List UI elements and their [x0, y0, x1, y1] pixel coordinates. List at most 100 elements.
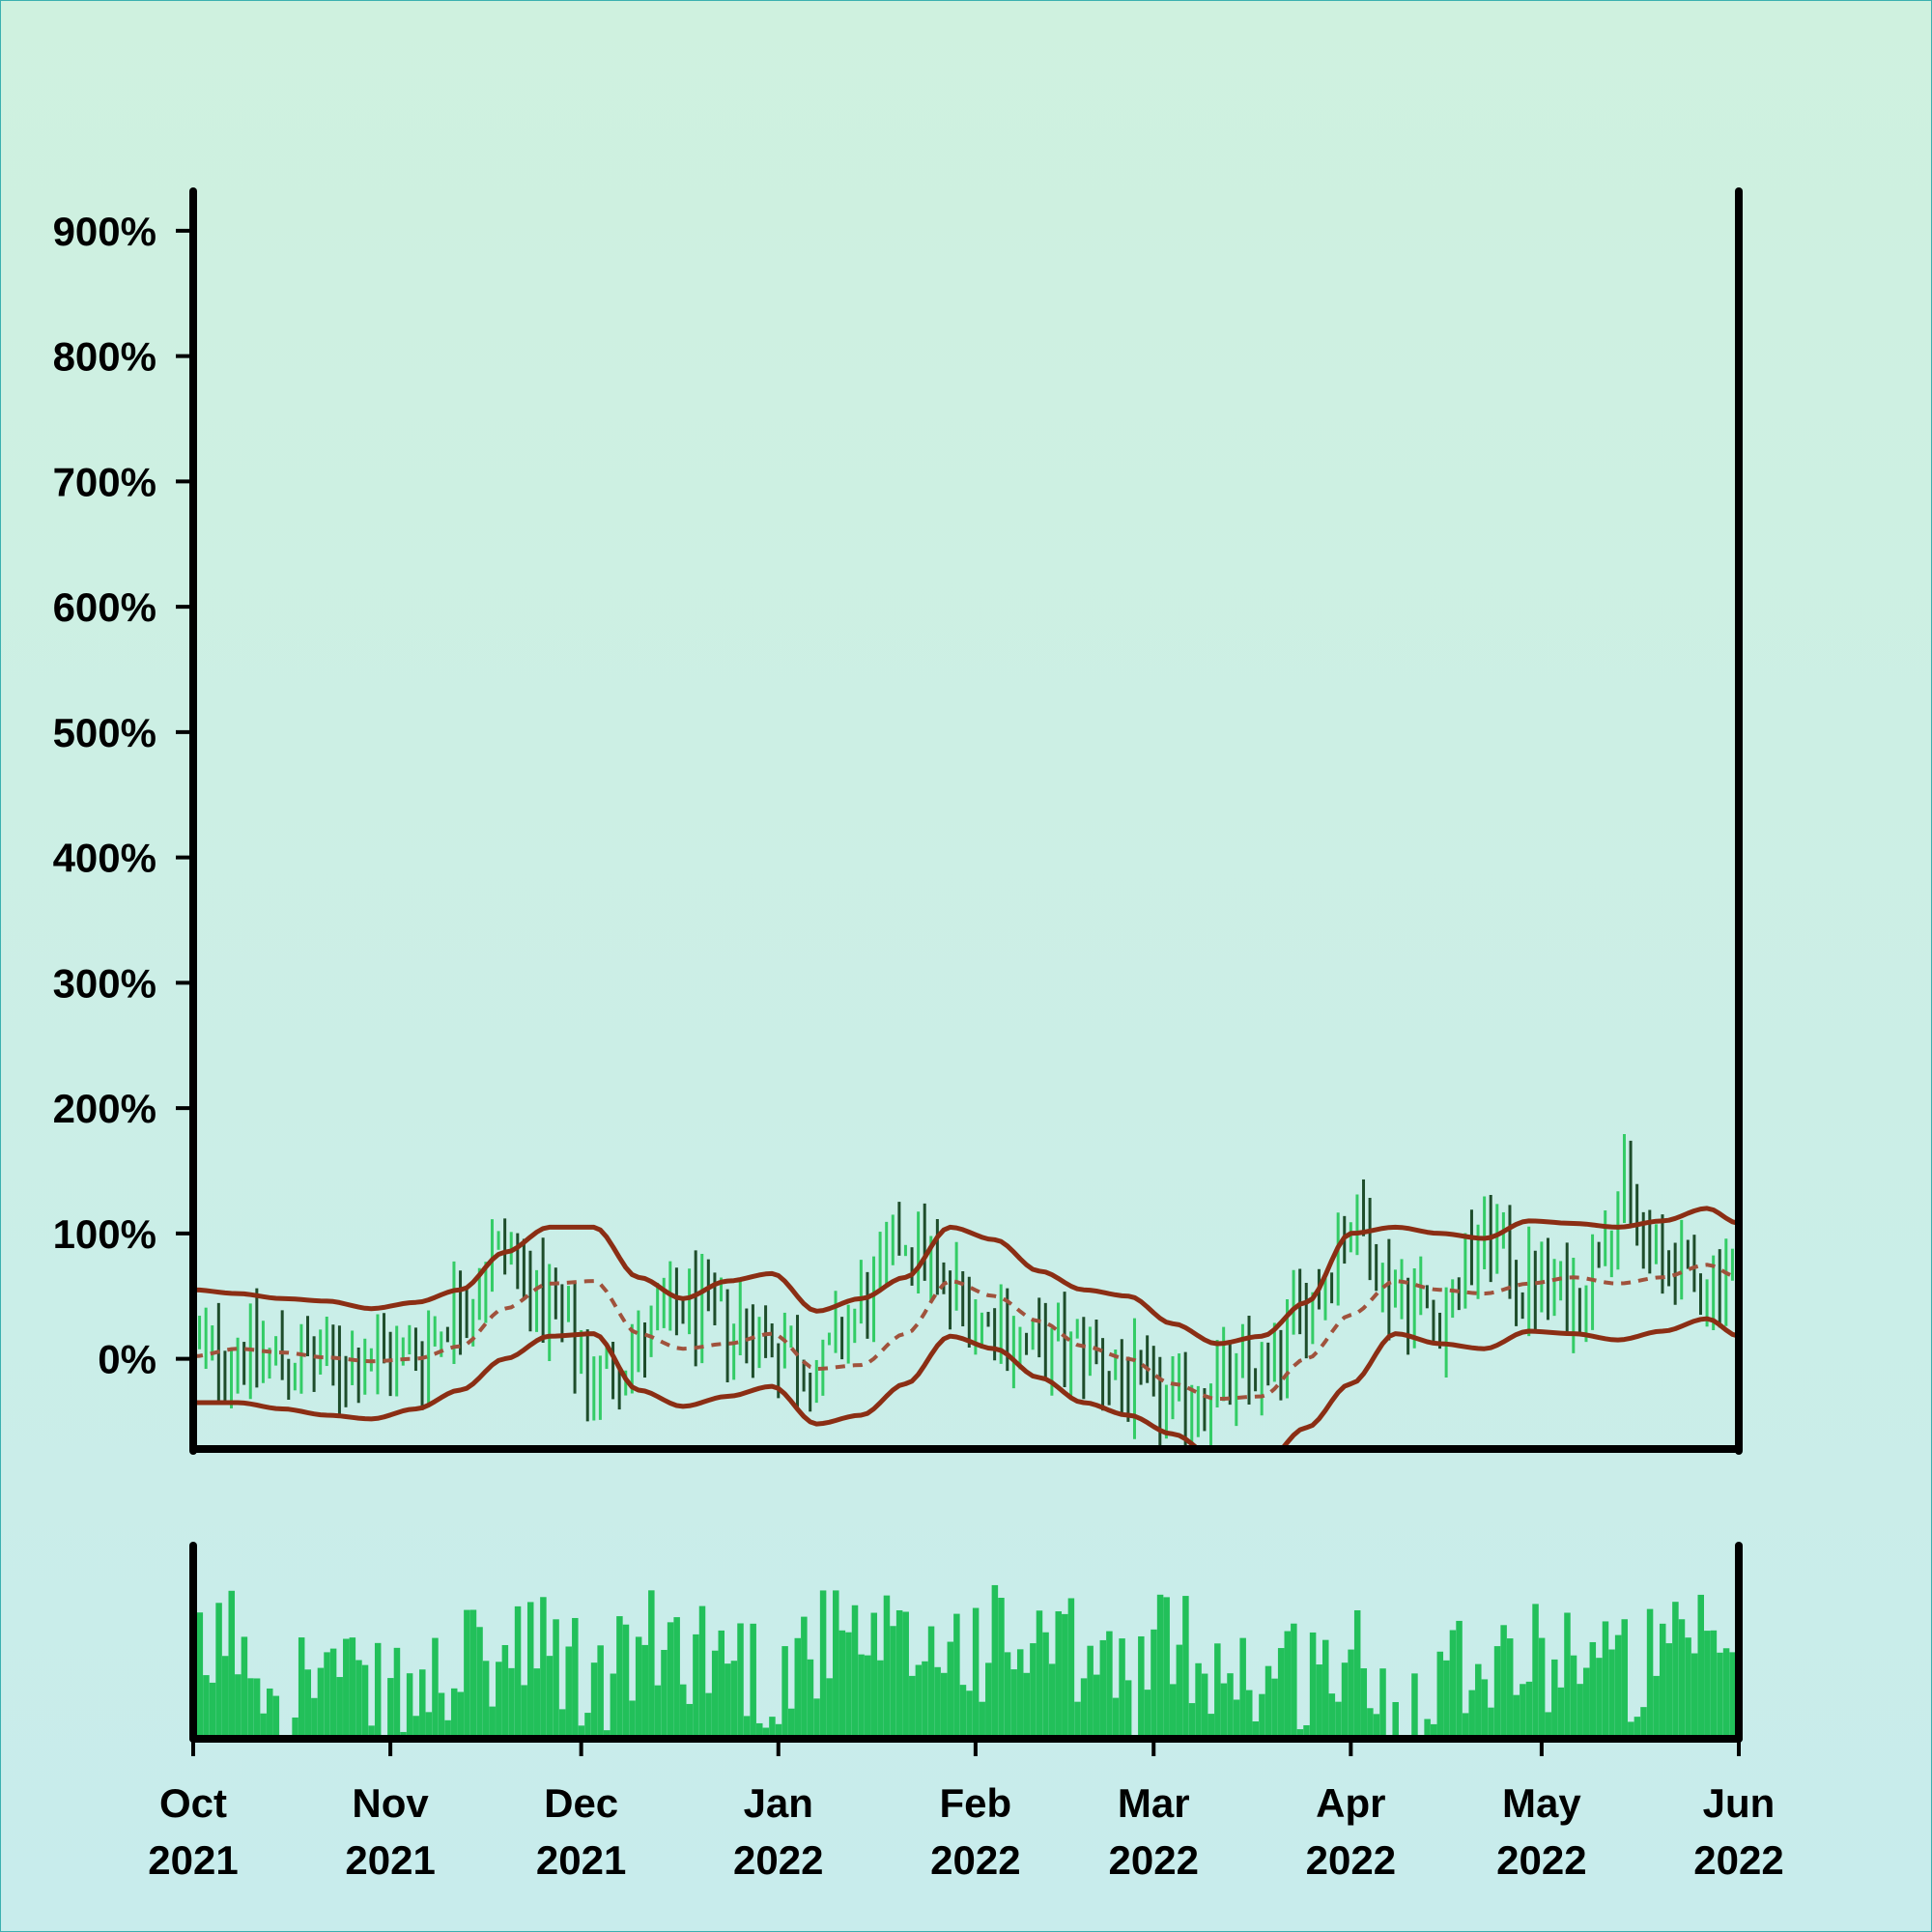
volume-bar: [610, 1673, 617, 1739]
volume-bar: [311, 1697, 318, 1739]
volume-bar: [1252, 1720, 1260, 1739]
volume-bar: [1348, 1649, 1354, 1739]
volume-bar: [801, 1616, 808, 1739]
volume-bar: [1093, 1674, 1100, 1739]
volume-bar: [558, 1709, 566, 1739]
volume-bar: [851, 1605, 859, 1739]
volume-bar: [807, 1659, 814, 1739]
volume-bar: [1678, 1619, 1686, 1739]
volume-bar: [724, 1663, 731, 1739]
volume-bar: [1564, 1612, 1571, 1739]
volume-bar: [1048, 1663, 1056, 1739]
volume-panel: [189, 1542, 1743, 1743]
volume-bar: [298, 1637, 305, 1739]
volume-bar: [546, 1656, 554, 1739]
volume-bar: [1443, 1660, 1450, 1739]
volume-bar: [508, 1667, 515, 1739]
volume-bar: [1042, 1632, 1049, 1739]
x-tick-label-month: Mar: [1118, 1780, 1190, 1826]
volume-bar: [1462, 1713, 1469, 1739]
volume-bar: [476, 1627, 483, 1739]
volume-bar: [260, 1713, 267, 1739]
volume-bar: [1608, 1649, 1615, 1739]
x-axis: Oct 2021 Nov 2021 Dec 2021 Jan 2022 Feb 2022 Mar 20…: [148, 1739, 1784, 1883]
x-tick-label-month: Jan: [744, 1780, 813, 1826]
volume-bar: [1080, 1678, 1088, 1739]
y-tick-label: 300%: [53, 960, 156, 1006]
volume-bar: [584, 1713, 591, 1739]
volume-bar: [1475, 1663, 1482, 1739]
volume-bar: [947, 1641, 954, 1739]
volume-bar: [317, 1667, 325, 1739]
y-tick-label: 0%: [98, 1337, 156, 1382]
volume-bar: [1659, 1623, 1666, 1739]
volume-bar: [1697, 1594, 1704, 1739]
volume-bar: [292, 1717, 298, 1739]
volume-bar: [272, 1695, 280, 1739]
bollinger-bands: [193, 1206, 1739, 1449]
volume-bar: [1704, 1631, 1711, 1739]
volume-bar: [864, 1655, 871, 1739]
volume-bar: [329, 1648, 337, 1739]
volume-bar: [1596, 1658, 1603, 1739]
x-tick-label-year: 2022: [1496, 1837, 1586, 1883]
volume-bar: [877, 1660, 884, 1739]
volume-bar: [1500, 1625, 1507, 1739]
volume-bar: [374, 1642, 382, 1739]
volume-bar: [324, 1652, 330, 1739]
volume-bar: [209, 1682, 216, 1739]
volume-bar: [991, 1584, 999, 1739]
volume-bar: [622, 1624, 630, 1739]
volume-bar: [1277, 1648, 1285, 1739]
volume-bar: [1151, 1629, 1157, 1739]
volume-bar: [1481, 1679, 1489, 1739]
volume-bar: [1214, 1643, 1221, 1739]
bollinger-mid-line: [193, 1263, 1739, 1402]
volume-bar: [813, 1698, 820, 1739]
volume-bar: [1138, 1635, 1145, 1739]
volume-bar: [1233, 1699, 1240, 1739]
volume-bar: [1264, 1665, 1272, 1739]
volume-bar: [355, 1660, 362, 1739]
volume-bar: [565, 1646, 572, 1739]
volume-bar: [762, 1727, 770, 1739]
volume-bar: [1551, 1659, 1558, 1739]
volume-bar: [870, 1612, 878, 1739]
volume-bar: [756, 1722, 763, 1739]
volume-bar: [1379, 1668, 1386, 1739]
volume-bar: [641, 1644, 648, 1739]
volume-bar: [1557, 1687, 1565, 1739]
volume-bar: [1062, 1613, 1068, 1739]
volume-bar: [1493, 1646, 1501, 1739]
volume-bar: [1621, 1619, 1628, 1739]
volume-bar: [1468, 1690, 1475, 1739]
volume-bar: [1690, 1653, 1698, 1739]
volume-bar: [1156, 1594, 1164, 1739]
volume-bar: [1653, 1675, 1660, 1739]
y-tick-label: 800%: [53, 334, 156, 380]
volume-bar: [985, 1662, 992, 1739]
volume-bar: [1353, 1609, 1361, 1739]
volume-bar: [1010, 1669, 1017, 1739]
volume-bar: [514, 1605, 522, 1739]
volume-bar: [693, 1634, 699, 1739]
volume-bar: [1055, 1611, 1062, 1739]
volume-bar: [603, 1730, 611, 1739]
volume-bar: [1628, 1721, 1634, 1739]
volume-bar: [1373, 1714, 1380, 1739]
volume-bar: [616, 1616, 623, 1739]
volume-bar: [1309, 1632, 1317, 1739]
volume-bar: [1296, 1729, 1304, 1739]
volume-bar: [953, 1613, 960, 1739]
volume-bar: [1144, 1690, 1151, 1739]
volume-bar: [934, 1666, 941, 1739]
volume-bar: [1106, 1631, 1113, 1739]
volume-bar: [1424, 1719, 1431, 1739]
volume-bar: [998, 1598, 1005, 1739]
x-tick-label-month: Jun: [1703, 1780, 1776, 1826]
volume-bar: [1520, 1684, 1526, 1739]
x-tick-label-month: Apr: [1316, 1780, 1385, 1826]
volume-bar: [1685, 1637, 1691, 1739]
volume-bar: [1602, 1621, 1609, 1739]
volume-bar: [533, 1668, 541, 1739]
